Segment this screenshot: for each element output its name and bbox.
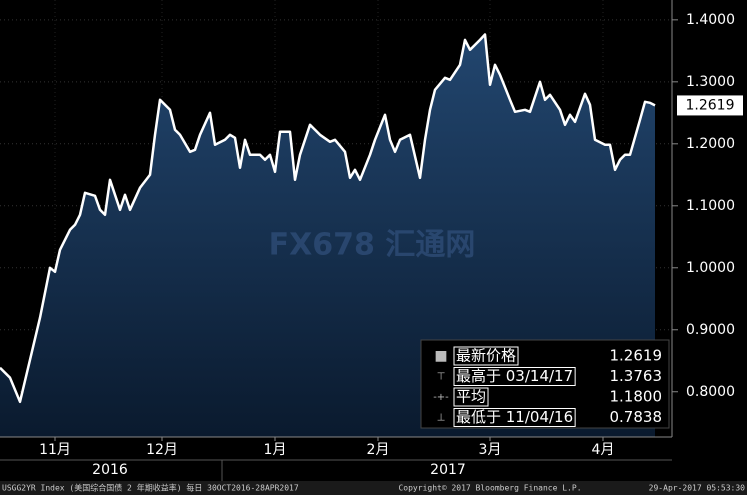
- x-tick-label: 4月: [592, 442, 615, 458]
- x-tick-label: 2月: [367, 442, 390, 458]
- x-tick-label: 11月: [39, 442, 71, 458]
- year-label: 2017: [430, 462, 466, 478]
- last-value-label: 1.2619: [686, 97, 735, 113]
- legend-label-box: [453, 387, 489, 407]
- legend-icon: -+-: [433, 392, 449, 403]
- x-tick-label: 12月: [146, 442, 178, 458]
- legend-box: [420, 339, 670, 429]
- timestamp: 29-Apr-2017 05:53:30: [649, 484, 746, 493]
- y-tick-label: 1.4000: [686, 12, 735, 28]
- x-tick-label: 3月: [479, 442, 502, 458]
- legend-label: 平均: [456, 388, 486, 406]
- y-tick-label: 1.2000: [686, 136, 735, 152]
- series-name: USGG2YR Index (美国综合国债 2 年期收益率) 每日 30OCT2…: [2, 483, 299, 493]
- y-tick-label: 1.1000: [686, 198, 735, 214]
- watermark: FX678 汇通网: [269, 228, 476, 263]
- legend-value: 0.7838: [610, 408, 663, 426]
- y-tick-label: 0.8000: [686, 384, 735, 400]
- legend-label: 最新价格: [456, 347, 516, 365]
- footer-bar: [0, 481, 747, 495]
- legend-value: 1.2619: [610, 347, 663, 365]
- legend-value: 1.1800: [610, 388, 663, 406]
- legend-label: 最低于 11/04/16: [456, 408, 573, 426]
- line: [0, 33, 656, 404]
- copyright: Copyright© 2017 Bloomberg Finance L.P.: [398, 484, 581, 493]
- legend-label-box: [453, 367, 576, 386]
- area: [0, 34, 655, 437]
- legend-label-box: [453, 408, 576, 427]
- legend-icon: ⊥: [437, 413, 446, 424]
- y-tick-label: 0.9000: [686, 322, 735, 338]
- legend-value: 1.3763: [610, 367, 663, 385]
- y-tick-label: 1.0000: [686, 260, 735, 276]
- y-tick-label: 1.3000: [686, 74, 735, 90]
- year-label: 2016: [92, 462, 128, 478]
- legend-label: 最高于 03/14/17: [456, 367, 573, 385]
- legend-icon: ⊤: [437, 372, 446, 383]
- x-tick-label: 1月: [264, 442, 287, 458]
- last-value-box: [677, 95, 743, 116]
- legend-label-box: [453, 346, 519, 366]
- legend-icon: ■: [434, 348, 447, 364]
